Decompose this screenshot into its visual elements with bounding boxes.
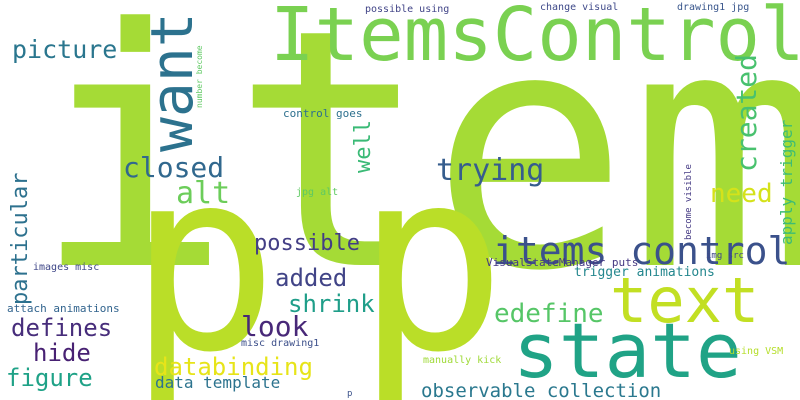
word-img-src: img src [706, 251, 744, 261]
word-trigger-animations: trigger animations [574, 265, 715, 280]
word-added: added [275, 264, 347, 292]
word-p-large-left: p [128, 116, 279, 400]
word-p-large-right: p [356, 116, 507, 400]
word-text: text [610, 264, 759, 337]
word-hide: hide [33, 339, 91, 367]
word-become-visible: become visible [684, 164, 694, 240]
word-well: well [351, 120, 376, 173]
word-using-vsm: using VSM [729, 346, 783, 357]
word-particular: particular [8, 173, 33, 305]
word-misc-drawing1: misc drawing1 [241, 338, 319, 349]
word-state: state [513, 306, 742, 395]
word-edefine: edefine [494, 299, 604, 329]
word-p-small: p [347, 389, 352, 399]
word-drawing1-jpg: drawing1 jpg [677, 2, 749, 13]
word-trying: trying [436, 153, 544, 188]
word-attach-animations: attach animations [7, 302, 120, 315]
word-images-misc: images misc [33, 262, 99, 273]
word-closed: closed [123, 151, 224, 184]
word-possible: possible [254, 231, 360, 256]
word-itemscontrol: ItemsControl [270, 0, 800, 78]
word-visualstatemanager-puts: VisualStateManager puts [486, 256, 638, 269]
word-picture: picture [12, 35, 117, 64]
word-observable-collection: observable collection [421, 380, 661, 400]
word-jpg-alt: jpg alt [296, 187, 338, 198]
word-change-visual: change visual [540, 2, 618, 13]
word-figure: figure [6, 364, 93, 392]
word-shrink: shrink [288, 290, 375, 318]
word-apply-trigger: apply trigger [777, 119, 796, 245]
word-items-control: items control [493, 229, 790, 273]
word-manually-kick: manually kick [423, 355, 501, 366]
word-need: need [710, 179, 773, 209]
word-databinding: databinding [154, 353, 313, 381]
word-want: want [138, 12, 206, 152]
word-created: created [730, 54, 763, 172]
word-data-template: data template [155, 373, 280, 392]
word-item: item [33, 0, 800, 343]
word-possible-using: possible using [365, 4, 449, 15]
word-alt: alt [176, 176, 230, 211]
word-number-become: number become [195, 45, 204, 108]
word-control-goes: control goes [283, 107, 362, 120]
word-defines: defines [11, 314, 112, 342]
word-look: look [241, 310, 309, 343]
